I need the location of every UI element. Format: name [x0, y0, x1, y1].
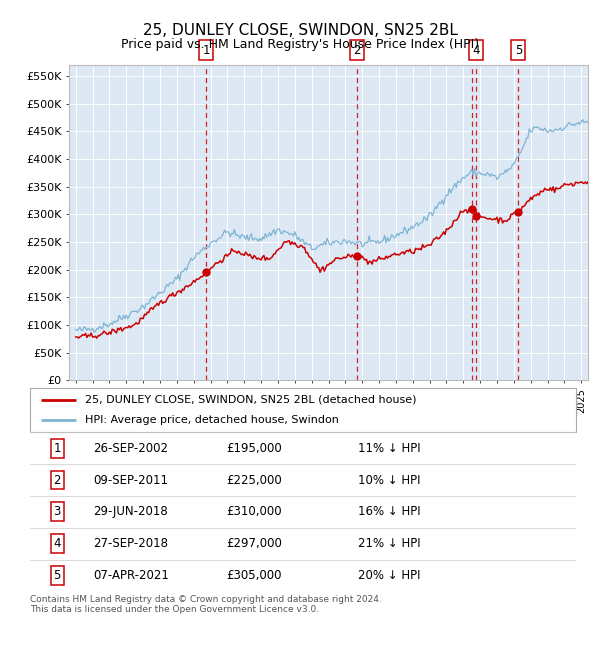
Text: 27-SEP-2018: 27-SEP-2018 — [93, 537, 168, 550]
Text: 25, DUNLEY CLOSE, SWINDON, SN25 2BL (detached house): 25, DUNLEY CLOSE, SWINDON, SN25 2BL (det… — [85, 395, 416, 405]
Text: 07-APR-2021: 07-APR-2021 — [93, 569, 169, 582]
Text: Price paid vs. HM Land Registry's House Price Index (HPI): Price paid vs. HM Land Registry's House … — [121, 38, 479, 51]
Text: 09-SEP-2011: 09-SEP-2011 — [93, 473, 168, 486]
Text: Contains HM Land Registry data © Crown copyright and database right 2024.
This d: Contains HM Land Registry data © Crown c… — [30, 595, 382, 614]
Text: HPI: Average price, detached house, Swindon: HPI: Average price, detached house, Swin… — [85, 415, 338, 425]
Text: £310,000: £310,000 — [227, 506, 282, 519]
Text: 26-SEP-2002: 26-SEP-2002 — [93, 442, 168, 455]
Text: 4: 4 — [53, 537, 61, 550]
Text: 2: 2 — [53, 473, 61, 486]
Text: 10% ↓ HPI: 10% ↓ HPI — [358, 473, 420, 486]
Text: £225,000: £225,000 — [227, 473, 283, 486]
Text: 21% ↓ HPI: 21% ↓ HPI — [358, 537, 420, 550]
Text: 11% ↓ HPI: 11% ↓ HPI — [358, 442, 420, 455]
Text: 4: 4 — [472, 44, 479, 57]
Text: £195,000: £195,000 — [227, 442, 283, 455]
FancyBboxPatch shape — [30, 388, 576, 432]
Text: 25, DUNLEY CLOSE, SWINDON, SN25 2BL: 25, DUNLEY CLOSE, SWINDON, SN25 2BL — [143, 23, 457, 38]
Text: 5: 5 — [53, 569, 61, 582]
Text: 29-JUN-2018: 29-JUN-2018 — [93, 506, 167, 519]
Text: £305,000: £305,000 — [227, 569, 282, 582]
Text: 20% ↓ HPI: 20% ↓ HPI — [358, 569, 420, 582]
Text: 16% ↓ HPI: 16% ↓ HPI — [358, 506, 420, 519]
Text: 3: 3 — [53, 506, 61, 519]
Text: 2: 2 — [353, 44, 361, 57]
Text: 1: 1 — [53, 442, 61, 455]
Text: 5: 5 — [515, 44, 522, 57]
Text: 1: 1 — [202, 44, 210, 57]
Text: £297,000: £297,000 — [227, 537, 283, 550]
